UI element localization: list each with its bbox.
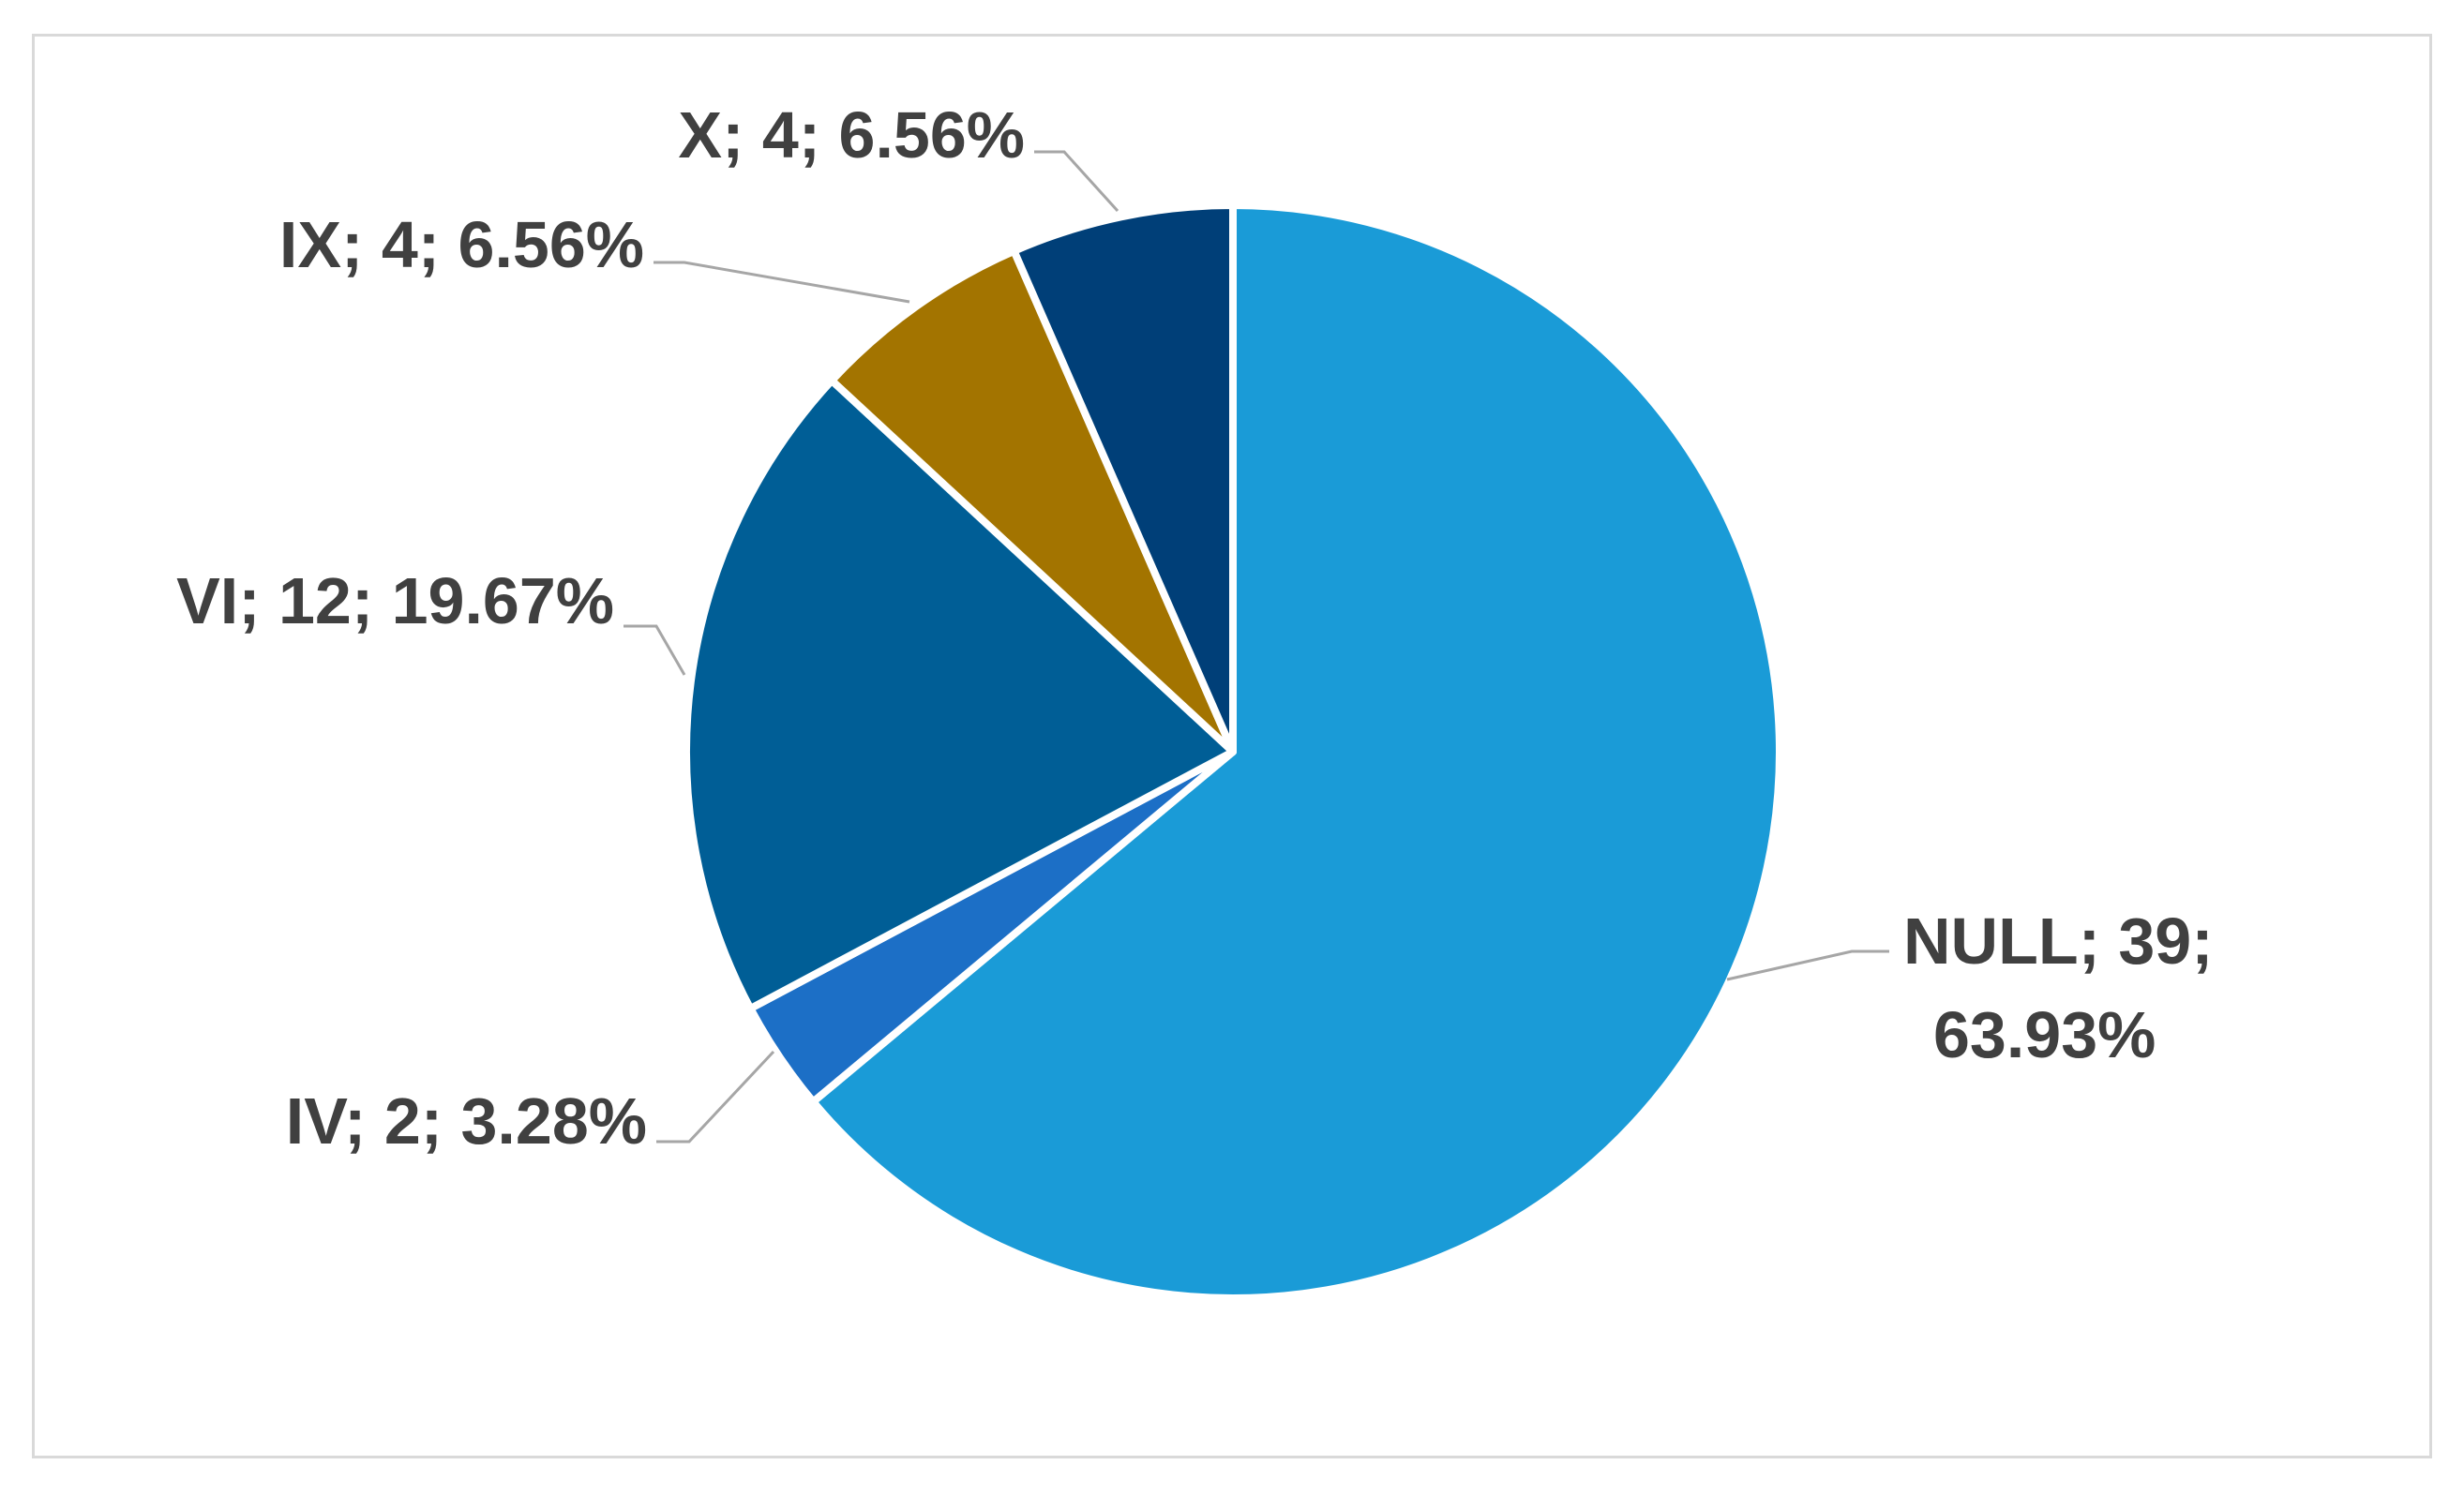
- pie-slice-null: [809, 202, 1783, 1302]
- data-label-vi: VI; 12; 19.67%: [176, 564, 614, 637]
- pie-slice-vi: [683, 376, 1237, 1012]
- pie-slice-x: [1010, 202, 1237, 755]
- data-label-null-line2: 63.93%: [1933, 998, 2156, 1071]
- data-labels: NULL; 39; 63.93% IV; 2; 3.28% VI; 12; 19…: [176, 98, 2214, 1158]
- leader-line-null: [1726, 949, 1889, 981]
- data-label-ix: IX; 4; 6.56%: [279, 208, 644, 281]
- leader-line-ix: [654, 261, 910, 304]
- leader-line-iv: [656, 1050, 775, 1144]
- data-label-x: X; 4; 6.56%: [678, 98, 1025, 172]
- leader-lines: [624, 150, 1889, 1144]
- data-label-iv: IV; 2; 3.28%: [286, 1084, 647, 1158]
- pie-slice-ix: [828, 247, 1237, 755]
- leader-line-vi: [624, 624, 686, 676]
- data-label-null-line1: NULL; 39;: [1903, 904, 2214, 978]
- pie-slices: [683, 202, 1783, 1302]
- leader-line-x: [1034, 150, 1119, 213]
